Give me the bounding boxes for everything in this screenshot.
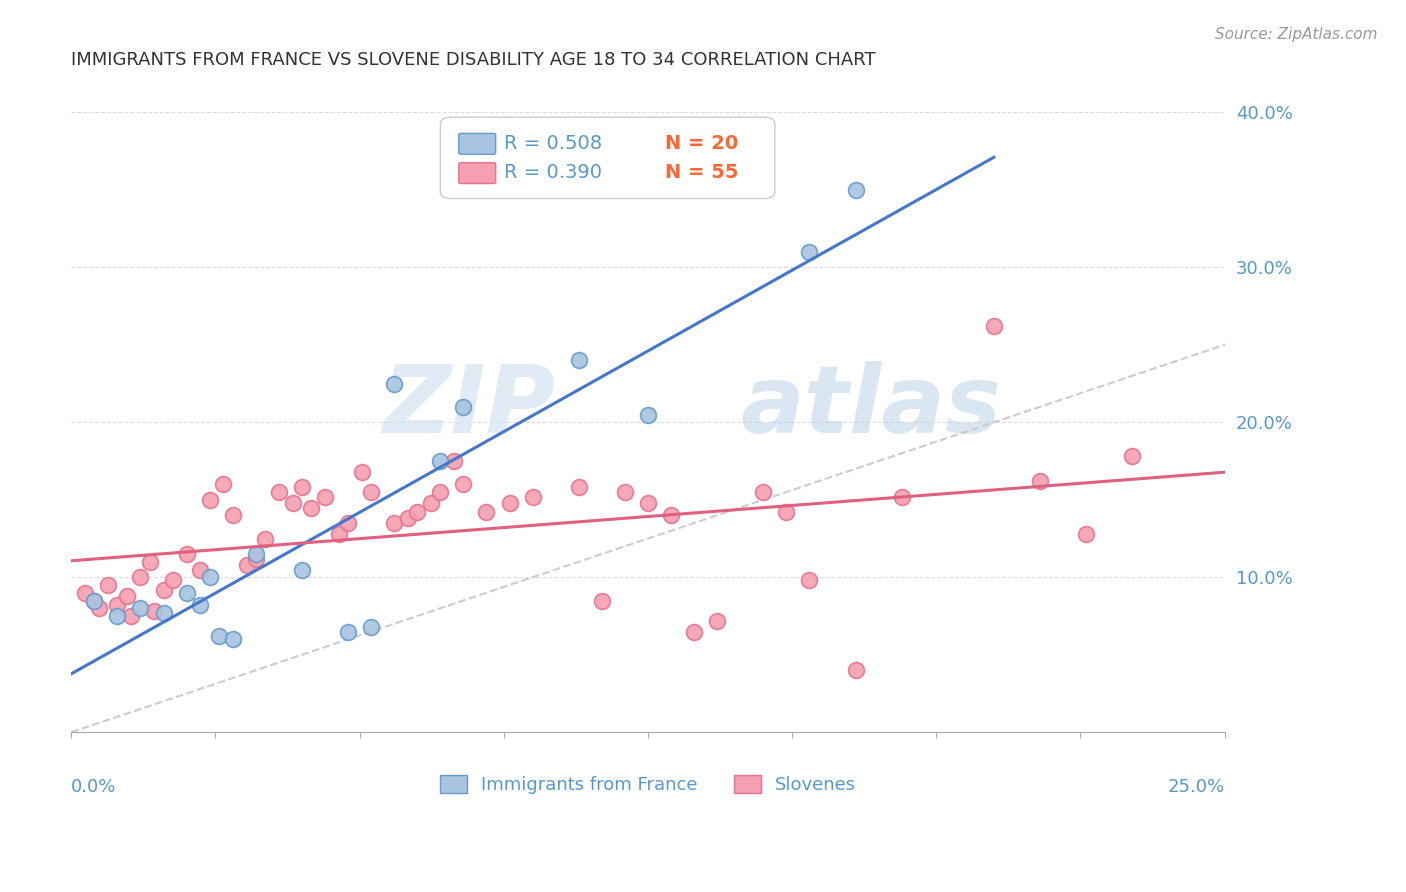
Point [382, 376, 405, 391]
Point [176, 547, 198, 561]
Point [143, 604, 166, 618]
Point [281, 496, 304, 510]
Point [429, 454, 451, 468]
Point [983, 319, 1005, 334]
Point [420, 496, 443, 510]
Point [87, 601, 110, 615]
Point [443, 454, 465, 468]
Text: IMMIGRANTS FROM FRANCE VS SLOVENE DISABILITY AGE 18 TO 34 CORRELATION CHART: IMMIGRANTS FROM FRANCE VS SLOVENE DISABI… [72, 51, 876, 69]
Point [222, 632, 245, 647]
Text: N = 55: N = 55 [665, 163, 738, 182]
Point [522, 490, 544, 504]
Text: Source: ZipAtlas.com: Source: ZipAtlas.com [1215, 27, 1378, 42]
Point [245, 547, 267, 561]
Point [498, 496, 520, 510]
Point [208, 629, 231, 643]
Point [120, 609, 142, 624]
Point [176, 586, 198, 600]
Point [198, 492, 221, 507]
Point [396, 511, 419, 525]
Point [75, 586, 97, 600]
Point [453, 400, 475, 414]
Point [328, 527, 350, 541]
Point [890, 490, 912, 504]
Point [659, 508, 682, 523]
FancyBboxPatch shape [458, 162, 496, 184]
Point [222, 508, 245, 523]
Text: 0.0%: 0.0% [72, 778, 117, 796]
Point [198, 570, 221, 584]
Point [253, 532, 276, 546]
Point [115, 589, 138, 603]
Point [162, 574, 184, 588]
Point [844, 663, 866, 677]
Point [568, 353, 591, 368]
Text: 25.0%: 25.0% [1167, 778, 1225, 796]
Point [337, 624, 360, 639]
Point [129, 601, 152, 615]
Point [105, 598, 128, 612]
Point [235, 558, 257, 572]
Point [637, 408, 659, 422]
Point [299, 500, 322, 515]
Point [475, 505, 498, 519]
Text: N = 20: N = 20 [665, 134, 738, 153]
Point [1076, 527, 1098, 541]
Point [568, 480, 591, 494]
Point [291, 562, 314, 576]
Point [245, 551, 267, 566]
Point [799, 574, 821, 588]
Point [97, 578, 120, 592]
Point [429, 485, 451, 500]
Point [190, 598, 212, 612]
Point [350, 465, 373, 479]
Point [83, 593, 105, 607]
Text: atlas: atlas [740, 360, 1001, 453]
Point [129, 570, 152, 584]
Point [83, 593, 105, 607]
Point [406, 505, 429, 519]
Legend: Immigrants from France, Slovenes: Immigrants from France, Slovenes [432, 767, 863, 801]
Point [360, 620, 382, 634]
Point [844, 183, 866, 197]
Point [613, 485, 636, 500]
Point [138, 555, 160, 569]
Point [591, 593, 613, 607]
Point [105, 609, 128, 624]
Point [337, 516, 360, 530]
Point [291, 480, 314, 494]
Point [637, 496, 659, 510]
Point [1121, 450, 1143, 464]
Point [453, 477, 475, 491]
Point [314, 490, 336, 504]
FancyBboxPatch shape [458, 134, 496, 154]
Point [706, 614, 728, 628]
Point [799, 244, 821, 259]
Text: R = 0.390: R = 0.390 [503, 163, 602, 182]
Point [683, 624, 706, 639]
Text: ZIP: ZIP [382, 360, 555, 453]
Point [1029, 474, 1052, 488]
Point [212, 477, 235, 491]
Text: R = 0.508: R = 0.508 [503, 134, 602, 153]
Point [152, 606, 174, 620]
Point [360, 485, 382, 500]
Point [152, 582, 174, 597]
Point [752, 485, 775, 500]
Point [382, 516, 405, 530]
Point [775, 505, 797, 519]
Point [190, 562, 212, 576]
Point [267, 485, 290, 500]
FancyBboxPatch shape [440, 117, 775, 199]
